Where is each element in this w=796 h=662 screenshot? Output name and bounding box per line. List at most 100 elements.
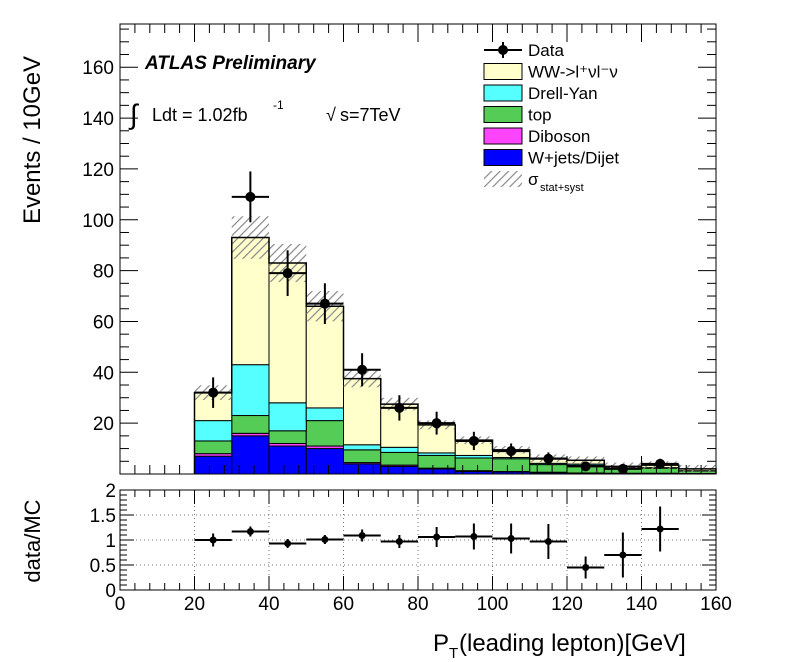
bar-w-jets-dijet-4 bbox=[343, 463, 382, 475]
legend-entry-3: top bbox=[483, 106, 552, 125]
ratio-y-tick-label: 2 bbox=[105, 481, 116, 502]
ratio-marker bbox=[619, 551, 627, 559]
ratio-point-1 bbox=[231, 526, 269, 537]
data-point-6 bbox=[418, 411, 456, 435]
x-tick-label: 120 bbox=[551, 594, 583, 615]
ratio-marker bbox=[507, 535, 515, 542]
legend-swatch bbox=[483, 149, 523, 166]
ratio-marker bbox=[284, 540, 292, 547]
ratio-point-4 bbox=[343, 529, 381, 542]
x-tick-label: 140 bbox=[626, 594, 658, 615]
ratio-point-5 bbox=[380, 535, 418, 548]
data-point-9 bbox=[529, 452, 567, 466]
ratio-marker bbox=[246, 528, 254, 535]
legend-entry-5: W+jets/Dijet bbox=[483, 149, 619, 168]
data-point-1 bbox=[231, 171, 269, 223]
ratio-panel: 00.511.52 0 20 40 60 80 100 120 140 160 data/MC … bbox=[20, 481, 732, 662]
data-point-10 bbox=[567, 461, 605, 472]
legend-swatch bbox=[483, 106, 523, 123]
bar-drell-yan-1 bbox=[231, 364, 270, 417]
main-y-tick-label: 120 bbox=[82, 160, 114, 181]
legend-entry-1: WW->l⁺νl⁻ν bbox=[483, 63, 618, 82]
ratio-point-0 bbox=[194, 533, 232, 547]
ratio-marker bbox=[656, 525, 664, 533]
bar-w-jets-dijet-2 bbox=[268, 445, 307, 475]
main-y-axis-label: Events / 10GeV bbox=[19, 56, 46, 224]
data-point-2 bbox=[269, 250, 307, 297]
data-marker bbox=[208, 387, 219, 398]
legend-entry-2: Drell-Yan bbox=[483, 84, 598, 103]
legend-label: W+jets/Dijet bbox=[528, 149, 619, 168]
ratio-point-8 bbox=[492, 523, 530, 554]
lumi-exponent: -1 bbox=[273, 98, 284, 112]
data-marker bbox=[468, 435, 479, 446]
bar-top-7 bbox=[454, 457, 493, 472]
legend-data-marker bbox=[498, 45, 508, 55]
bar-top-6 bbox=[417, 454, 456, 469]
main-y-tick-label: 60 bbox=[93, 312, 114, 333]
data-marker bbox=[245, 191, 256, 202]
x-axis-label-sub: T bbox=[449, 645, 458, 662]
bar-ww-l-l--4 bbox=[343, 378, 382, 446]
bar-w-jets-dijet-0 bbox=[194, 455, 233, 475]
ratio-marker bbox=[209, 536, 217, 544]
legend-entry-6: σ stat+syst bbox=[484, 170, 584, 194]
ratio-point-2 bbox=[269, 539, 307, 548]
bar-top-0 bbox=[194, 440, 233, 455]
legend-sublabel: stat+syst bbox=[540, 182, 584, 194]
data-marker bbox=[543, 453, 554, 464]
legend-label: WW->l⁺νl⁻ν bbox=[528, 63, 618, 82]
legend-hatch-swatch bbox=[484, 171, 522, 187]
bar-drell-yan-5 bbox=[380, 446, 419, 453]
ratio-grid bbox=[120, 490, 716, 590]
data-marker bbox=[617, 463, 628, 474]
energy-text: s=7TeV bbox=[340, 105, 401, 125]
bar-top-2 bbox=[268, 430, 307, 444]
bar-drell-yan-0 bbox=[194, 420, 233, 442]
lumi-text: Ldt = 1.02fb bbox=[152, 105, 248, 125]
data-point-7 bbox=[455, 431, 493, 451]
ratio-y-tick-label: 1.5 bbox=[90, 506, 116, 527]
x-axis-label: P T (leading lepton)[GeV] bbox=[433, 630, 686, 662]
data-point-0 bbox=[194, 377, 232, 408]
data-marker bbox=[394, 402, 405, 413]
legend-label: Data bbox=[528, 41, 564, 60]
legend-label: Drell-Yan bbox=[528, 84, 598, 103]
data-point-8 bbox=[492, 443, 530, 459]
ratio-point-11 bbox=[604, 532, 642, 578]
bar-w-jets-dijet-5 bbox=[380, 465, 419, 475]
x-tick-label: 40 bbox=[258, 594, 279, 615]
ratio-point-6 bbox=[418, 527, 456, 547]
main-x-ticks bbox=[119, 24, 717, 474]
bar-w-jets-dijet-6 bbox=[417, 468, 456, 475]
ratio-y-ticks: 0 0.5 1 1.5 2 bbox=[90, 481, 716, 602]
ratio-x-ticks: 0 20 40 60 80 100 120 140 160 bbox=[115, 490, 732, 615]
x-tick-label: 60 bbox=[333, 594, 354, 615]
ratio-points bbox=[194, 506, 679, 579]
data-point-5 bbox=[380, 395, 418, 421]
main-y-tick-label: 140 bbox=[82, 109, 114, 130]
main-y-tick-label: 160 bbox=[82, 58, 114, 79]
legend-swatch bbox=[483, 127, 523, 145]
legend-label: σ bbox=[528, 170, 539, 189]
data-point-11 bbox=[604, 463, 642, 474]
ratio-point-10 bbox=[567, 556, 605, 579]
data-point-4 bbox=[343, 353, 381, 387]
ratio-point-9 bbox=[529, 524, 567, 559]
bar-w-jets-dijet-3 bbox=[305, 448, 344, 475]
x-tick-label: 0 bbox=[115, 594, 126, 615]
bar-top-12 bbox=[641, 467, 680, 474]
bar-drell-yan-3 bbox=[305, 407, 344, 422]
bar-top-3 bbox=[305, 420, 344, 447]
lumi-integral-symbol: ∫ bbox=[128, 99, 140, 130]
bar-top-4 bbox=[343, 449, 382, 464]
bar-top-8 bbox=[492, 458, 531, 472]
bar-drell-yan-4 bbox=[343, 444, 382, 451]
x-axis-label-main: P bbox=[433, 630, 449, 657]
legend-entry-4: Diboson bbox=[483, 127, 590, 146]
ratio-y-tick-label: 0.5 bbox=[90, 556, 116, 577]
data-marker bbox=[506, 446, 517, 457]
data-marker bbox=[282, 268, 293, 279]
ratio-y-tick-label: 0 bbox=[105, 581, 116, 602]
